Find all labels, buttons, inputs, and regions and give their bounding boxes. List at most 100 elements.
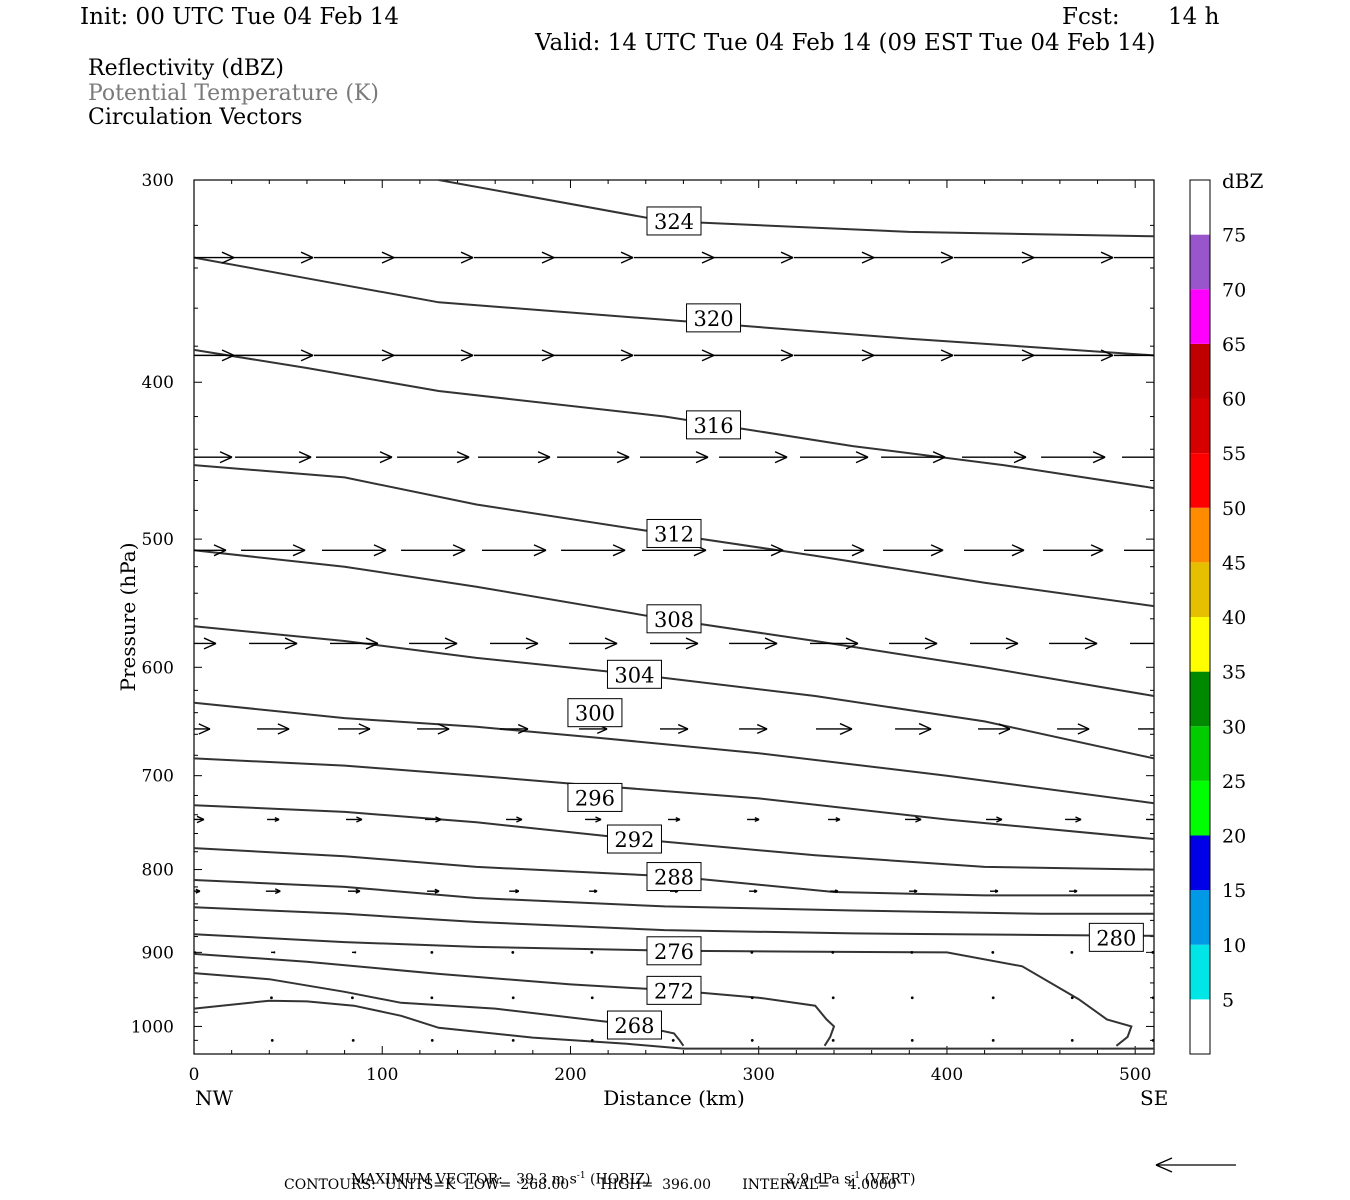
vector-head bbox=[292, 544, 306, 551]
contour-label-box bbox=[567, 698, 623, 728]
vector-arrow bbox=[831, 950, 835, 954]
contour-label-box bbox=[646, 518, 702, 548]
vector-arrow bbox=[425, 816, 442, 823]
vector-arrow bbox=[330, 637, 379, 650]
vector-head bbox=[677, 723, 689, 730]
vector-head bbox=[1100, 251, 1114, 259]
vector-arrow bbox=[873, 251, 954, 264]
vector-arrow bbox=[346, 816, 363, 823]
contour-label-text: 296 bbox=[575, 786, 615, 810]
contour-label-312: 312 bbox=[646, 518, 702, 548]
contour-292 bbox=[194, 804, 1154, 871]
colorbar-level-label: 10 bbox=[1222, 935, 1246, 957]
vector-arrow bbox=[393, 251, 474, 264]
vector-arrow bbox=[1033, 349, 1114, 362]
vector-arrow bbox=[397, 451, 470, 464]
vector-head bbox=[434, 890, 440, 894]
contour-label-box bbox=[686, 303, 742, 333]
vector-arrow bbox=[910, 950, 914, 954]
vector-arrow bbox=[430, 950, 434, 954]
colorbar-segment bbox=[1190, 234, 1210, 290]
vector-dot bbox=[430, 996, 434, 1000]
vector-head bbox=[444, 637, 458, 645]
vector-head bbox=[373, 544, 387, 551]
colorbar-level-label: 75 bbox=[1222, 225, 1246, 247]
vector-head bbox=[196, 818, 205, 824]
vector-arrow bbox=[831, 996, 835, 1000]
colorbar-segment bbox=[1190, 835, 1210, 891]
vector-head bbox=[300, 256, 314, 264]
vector-head bbox=[219, 456, 233, 464]
vector-head bbox=[1013, 456, 1027, 464]
vector-arrow bbox=[265, 888, 281, 895]
vector-head bbox=[284, 642, 298, 650]
vector-head bbox=[612, 549, 626, 557]
contour-label-box bbox=[1088, 922, 1144, 952]
vector-head bbox=[537, 451, 551, 458]
vector-head bbox=[541, 349, 555, 357]
vector-head bbox=[940, 256, 954, 264]
vector-head bbox=[356, 816, 363, 821]
vector-head bbox=[913, 890, 918, 894]
vector-head bbox=[365, 642, 379, 650]
vector-head bbox=[284, 637, 298, 645]
contour-label-276: 276 bbox=[646, 936, 702, 966]
contour-label-box bbox=[606, 1010, 662, 1040]
vector-head bbox=[780, 354, 794, 362]
vector-arrow bbox=[316, 451, 393, 464]
vector-head bbox=[381, 349, 395, 357]
contour-label-text: 304 bbox=[614, 663, 654, 687]
vector-arrow bbox=[478, 451, 551, 464]
contour-272 bbox=[194, 952, 836, 1047]
vector-arrow bbox=[1114, 256, 1154, 259]
vector-head bbox=[774, 451, 788, 458]
vector-arrow bbox=[810, 637, 859, 650]
vector-dot bbox=[991, 996, 995, 1000]
vector-head bbox=[620, 354, 634, 362]
plot-frame bbox=[193, 179, 1155, 1055]
contour-label-324: 324 bbox=[646, 206, 702, 236]
contour-label-text: 300 bbox=[575, 702, 615, 726]
vector-head bbox=[1077, 723, 1090, 730]
x-tick-label: 400 bbox=[931, 1065, 963, 1085]
vector-dot bbox=[351, 1038, 355, 1042]
vector-head bbox=[595, 816, 602, 821]
colorbar-level-label: 40 bbox=[1222, 607, 1246, 629]
vector-head bbox=[695, 451, 709, 458]
vector-arrow bbox=[590, 950, 594, 954]
vector-head bbox=[358, 728, 371, 735]
vector-head bbox=[861, 251, 875, 259]
vector-arrow bbox=[954, 349, 1035, 362]
vector-head bbox=[620, 256, 634, 264]
colorbar-segment bbox=[1190, 453, 1210, 508]
vector-head bbox=[194, 951, 197, 954]
colorbar-segment bbox=[1190, 999, 1210, 1054]
vector-arrow bbox=[794, 251, 875, 264]
vector-arrow bbox=[553, 349, 634, 362]
contour-304 bbox=[194, 625, 1154, 760]
colorbar-level-label: 45 bbox=[1222, 552, 1246, 574]
colorbar-level-label: 50 bbox=[1222, 498, 1246, 520]
vector-dot bbox=[910, 996, 914, 1000]
vector-head bbox=[1156, 819, 1162, 822]
vector-head bbox=[358, 723, 371, 730]
vector-head bbox=[379, 456, 393, 464]
contour-label-268: 268 bbox=[606, 1010, 662, 1040]
vector-head bbox=[604, 637, 618, 645]
vector-head bbox=[460, 354, 474, 362]
vector-head bbox=[1090, 544, 1104, 551]
vector-arrow bbox=[1146, 818, 1162, 822]
vector-head bbox=[195, 890, 201, 894]
vector-head bbox=[219, 451, 233, 458]
vector-arrow bbox=[1041, 451, 1106, 464]
x-tick-label: 500 bbox=[1119, 1065, 1151, 1085]
contour-label-box bbox=[606, 824, 662, 854]
vector-arrow bbox=[889, 637, 938, 650]
contour-label-text: 268 bbox=[614, 1014, 654, 1038]
vector-head bbox=[861, 256, 875, 264]
vector-dot bbox=[511, 950, 515, 954]
vector-head bbox=[537, 456, 551, 464]
vector-arrow bbox=[194, 997, 195, 999]
